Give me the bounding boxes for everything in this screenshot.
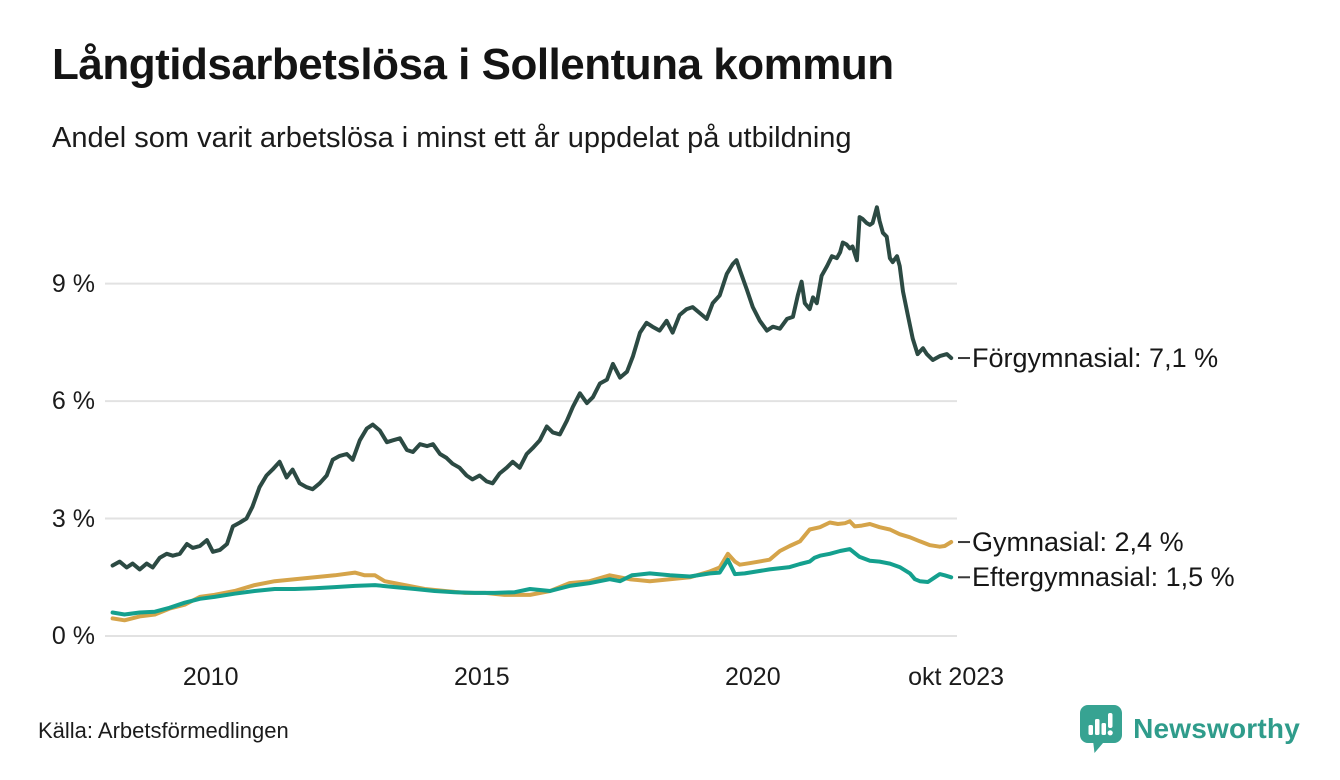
bar-1 (1088, 725, 1094, 735)
series-line-gymnasial (110, 519, 954, 623)
exclamation-dot (1107, 730, 1113, 736)
x-tick-label: 2015 (453, 663, 510, 691)
speech-bubble-shape (1080, 705, 1123, 753)
chart-subtitle: Andel som varit arbetslösa i minst ett å… (52, 122, 852, 154)
newsworthy-logo-text: Newsworthy (1133, 713, 1300, 744)
series-label-eftergymnasial: Eftergymnasial: 1,5 % (972, 562, 1235, 593)
bar-2 (1095, 719, 1100, 735)
y-tick-label: 9 % (51, 269, 95, 298)
bar-3 (1101, 723, 1107, 735)
x-tick-label: okt 2023 (908, 663, 1005, 691)
newsworthy-logo: Newsworthy (1079, 704, 1300, 754)
newsworthy-chart-bubble-icon (1080, 705, 1123, 753)
y-tick-label: 3 % (51, 504, 95, 533)
y-tick-label: 6 % (51, 387, 95, 416)
page-title: Långtidsarbetslösa i Sollentuna kommun (52, 40, 894, 89)
source-note: Källa: Arbetsförmedlingen (38, 718, 289, 743)
x-tick-label: 2010 (182, 663, 239, 691)
series-label-gymnasial: Gymnasial: 2,4 % (972, 527, 1184, 558)
exclamation-bar (1108, 713, 1113, 728)
y-tick-label: 0 % (51, 622, 95, 650)
series-line-forgymnasial (110, 205, 954, 572)
series-label-forgymnasial: Förgymnasial: 7,1 % (972, 343, 1219, 374)
x-tick-label: 2020 (724, 663, 781, 691)
series-line-eftergymnasial (110, 547, 954, 617)
